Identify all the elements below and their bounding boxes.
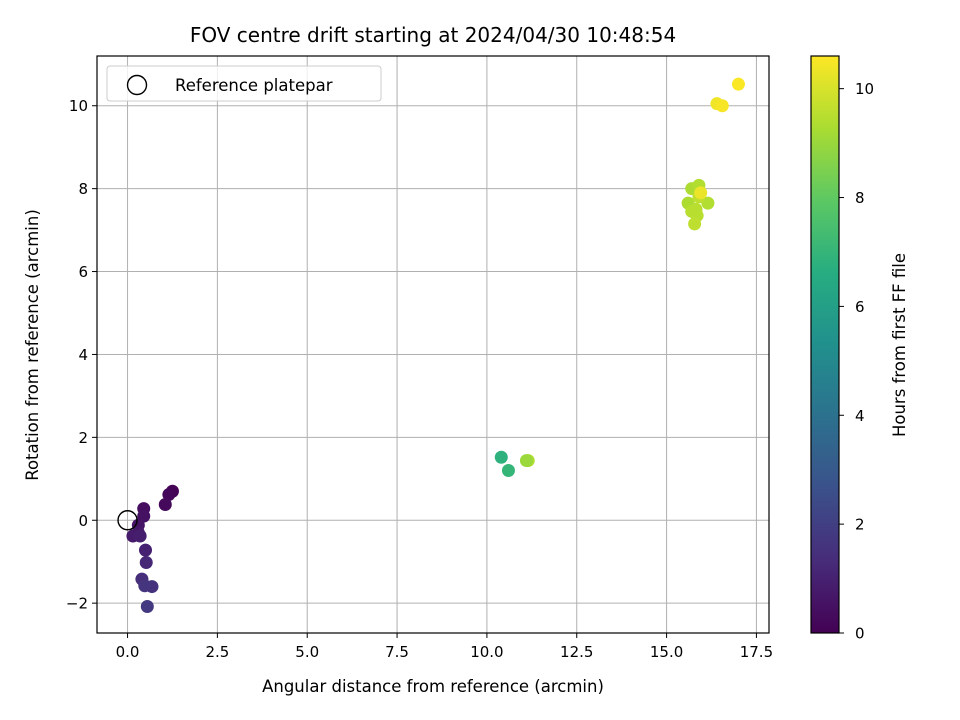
- x-tick-label: 12.5: [560, 643, 593, 661]
- colorbar-tick-label: 4: [855, 407, 865, 425]
- legend: Reference platepar: [106, 65, 382, 102]
- data-point: [519, 454, 533, 468]
- data-point: [715, 99, 729, 113]
- y-tick-label: −2: [66, 595, 88, 613]
- reference-platepar-marker: [117, 510, 138, 531]
- plot-frame: [96, 55, 770, 634]
- colorbar-title: Hours from first FF file: [890, 253, 909, 437]
- data-point: [140, 599, 154, 613]
- colorbar-tick-label: 6: [855, 298, 865, 316]
- x-axis-ticks: 0.0 2.5 5.0 7.5 10.0 12.5 15.0 17.5: [116, 633, 773, 661]
- colorbar-tick-label: 8: [855, 189, 865, 207]
- data-points: [126, 77, 745, 613]
- y-tick-label: 2: [78, 429, 88, 447]
- y-tick-label: 8: [78, 180, 88, 198]
- y-tick-label: 10: [69, 97, 88, 115]
- x-tick-label: 0.0: [116, 643, 140, 661]
- colorbar: 0 2 4 6 8 10 Hours from first FF file: [810, 55, 909, 643]
- colorbar-gradient: [811, 56, 839, 633]
- x-tick-label: 5.0: [295, 643, 319, 661]
- legend-box: [106, 65, 382, 102]
- y-tick-label: 4: [78, 346, 88, 364]
- colorbar-frame: [810, 55, 840, 634]
- y-axis-title: Rotation from reference (arcmin): [23, 209, 42, 481]
- legend-entry-reference: Reference platepar: [175, 76, 333, 95]
- x-tick-label: 10.0: [470, 643, 503, 661]
- y-axis-ticks: −2 0 2 4 6 8 10: [66, 97, 97, 613]
- grid-lines: [97, 56, 769, 633]
- data-point: [731, 77, 745, 91]
- reference-marker-layer: [117, 510, 138, 531]
- data-point: [133, 529, 147, 543]
- data-point: [501, 464, 515, 478]
- x-tick-label: 17.5: [740, 643, 773, 661]
- chart-title: FOV centre drift starting at 2024/04/30 …: [190, 23, 676, 47]
- x-tick-label: 2.5: [205, 643, 229, 661]
- x-tick-label: 7.5: [385, 643, 409, 661]
- x-tick-label: 15.0: [650, 643, 683, 661]
- x-axis-title: Angular distance from reference (arcmin): [262, 677, 604, 696]
- y-tick-label: 6: [78, 263, 88, 281]
- data-point: [138, 579, 152, 593]
- colorbar-tick-label: 0: [855, 625, 865, 643]
- data-point: [494, 450, 508, 464]
- data-point: [158, 498, 172, 512]
- y-tick-label: 0: [78, 512, 88, 530]
- data-point: [694, 186, 708, 200]
- data-point: [139, 543, 153, 557]
- data-point: [162, 488, 176, 502]
- colorbar-tick-label: 10: [855, 80, 874, 98]
- colorbar-tick-label: 2: [855, 516, 865, 534]
- data-point: [139, 556, 153, 570]
- data-point: [688, 217, 702, 231]
- colorbar-ticks: 0 2 4 6 8 10: [839, 80, 874, 643]
- legend-reference-marker: [126, 74, 148, 96]
